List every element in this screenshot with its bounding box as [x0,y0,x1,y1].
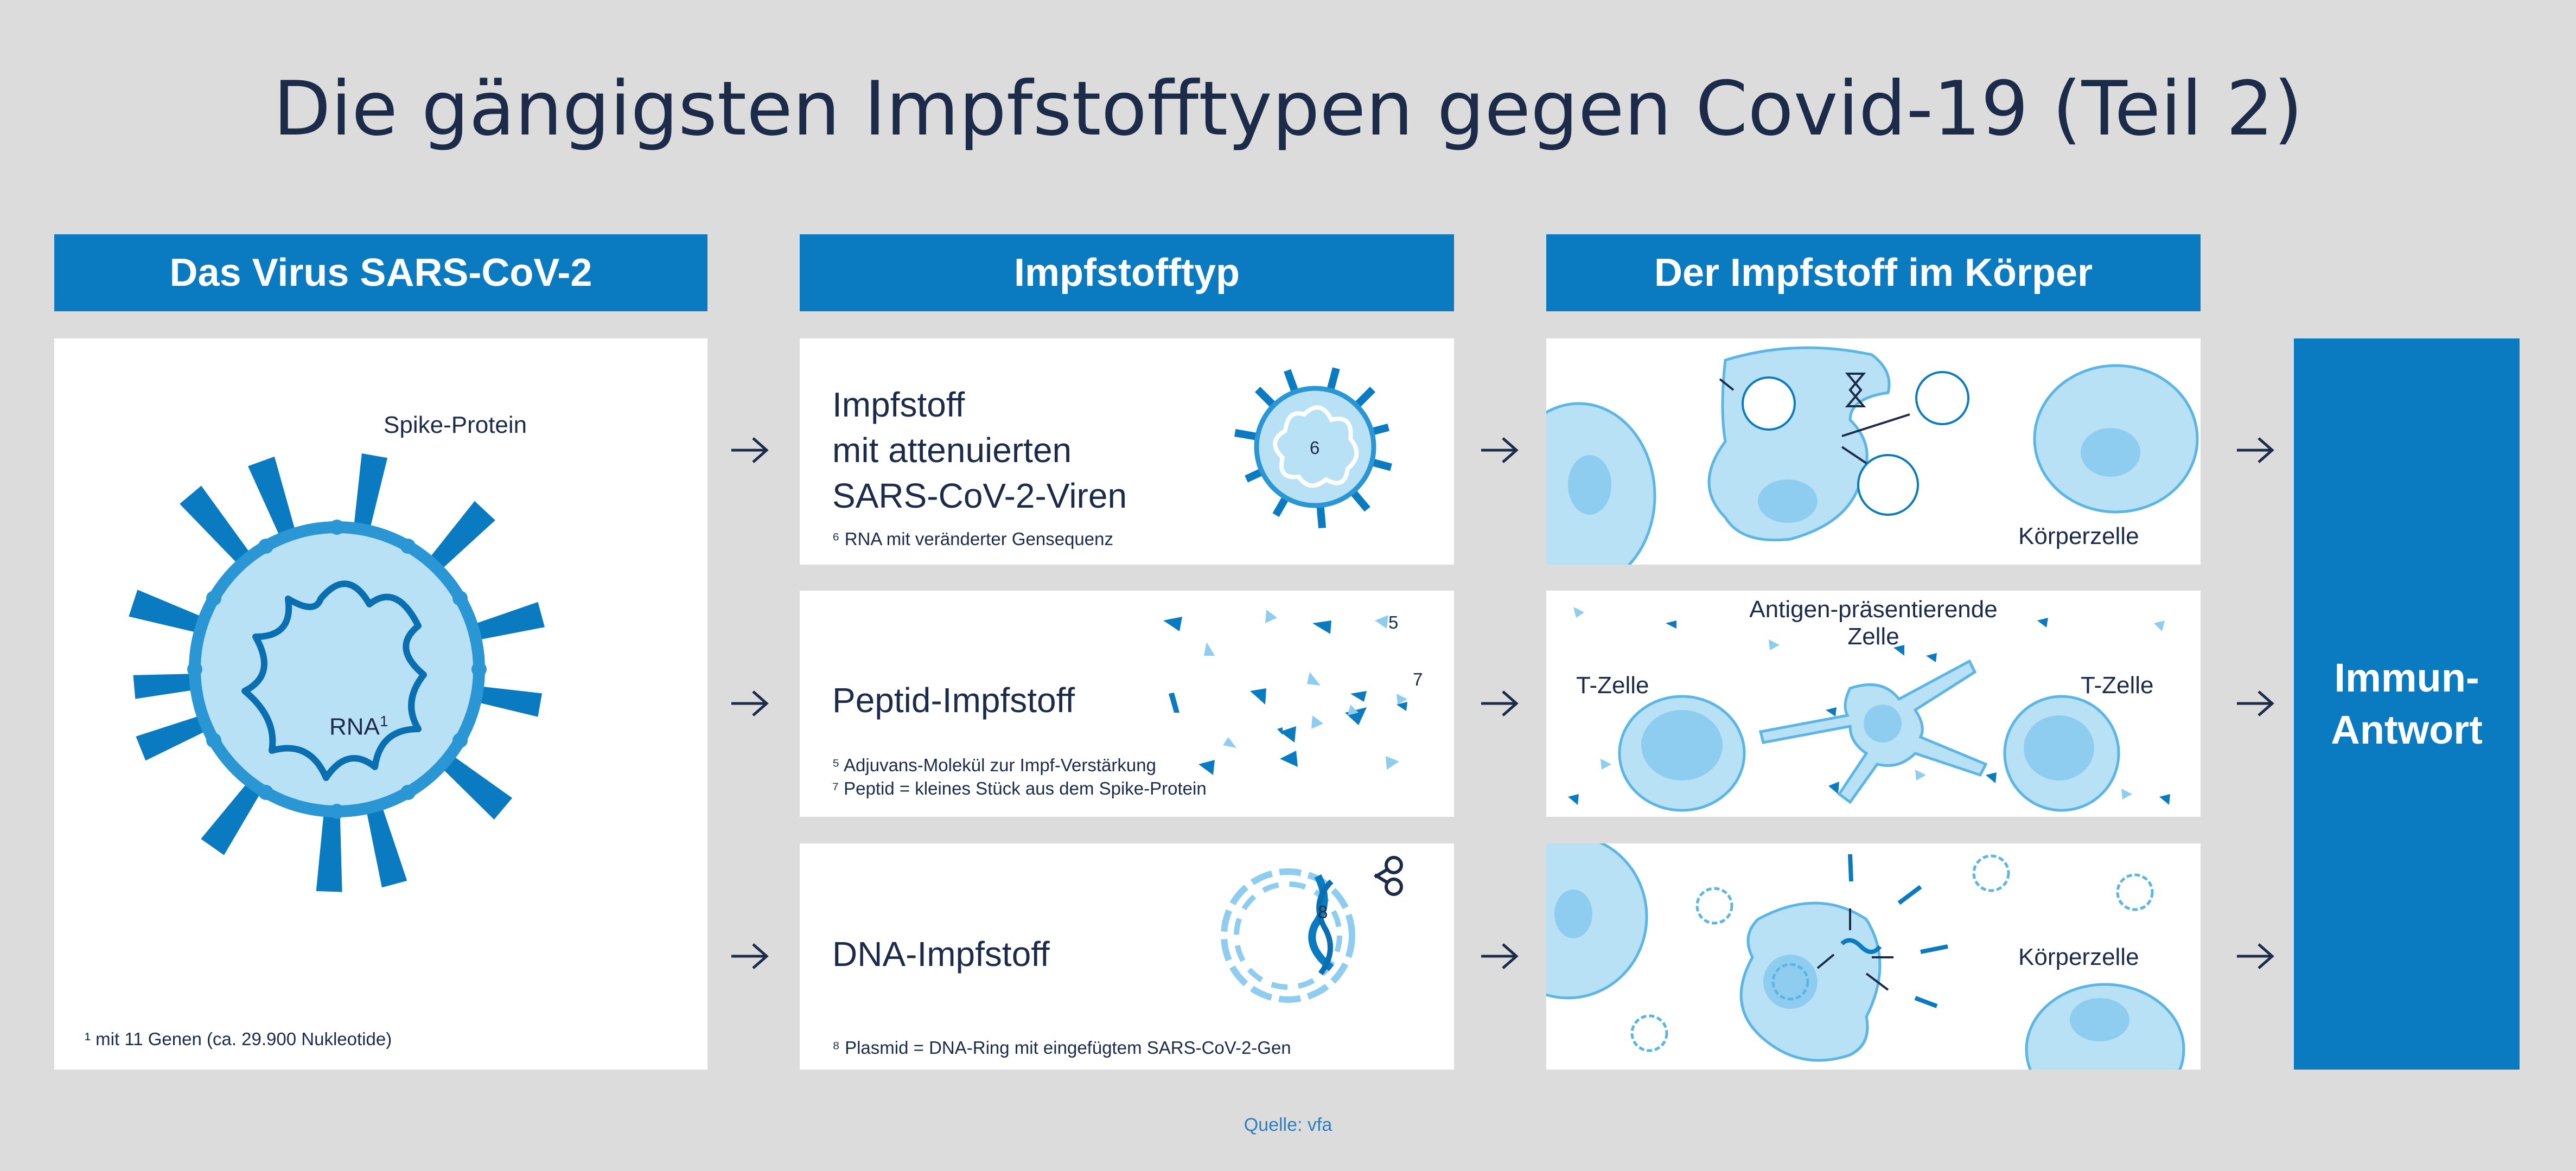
arrow-right-icon [731,690,769,716]
scissors-icon [1374,856,1403,896]
footnote-marker: 8 [1318,902,1328,922]
arrow-right-icon [1481,437,1519,463]
column-header-vaccine-in-body: Der Impfstoff im Körper [1546,234,2201,311]
antigen-presenting-cell-label: Antigen-präsentierende Zelle [1749,596,1998,650]
source-note: Quelle: vfa [1244,1115,1332,1135]
hourglass-icon [1845,373,1866,407]
vaccine-type-footnote: ⁵ Adjuvans-Molekül zur Impf-Verstärkung [832,755,1156,775]
rna-label: RNA1 [329,713,388,740]
body-panel-peptide: Antigen-präsentierende Zelle T-Zelle T-Z… [1546,591,2201,817]
body-cell-label: Körperzelle [2018,944,2139,970]
arrow-right-icon [1481,690,1519,716]
body-cell-label: Körperzelle [2018,523,2139,549]
virus-panel: Spike-Protein RNA1 ¹ mit 11 Genen (ca. 2… [54,338,707,1070]
sars-cov-2-virus-illustration [129,453,545,892]
peptide-fragments-icon [1163,610,1407,775]
t-cell-label-right: T-Zelle [2081,672,2154,699]
vaccine-type-name: Impfstoff mit attenuierten SARS-CoV-2-Vi… [832,385,1127,515]
vaccine-type-footnote: ⁸ Plasmid = DNA-Ring mit eingefügtem SAR… [832,1038,1291,1058]
vaccine-type-attenuated: Impfstoff mit attenuierten SARS-CoV-2-Vi… [800,338,1454,565]
footnote-marker: 6 [1310,438,1320,458]
arrow-right-icon [731,437,769,463]
vaccine-type-dna: DNA-Impfstoff 8 ⁸ Plasmid = DNA-Ring mit… [800,843,1454,1070]
immune-response-box: Immun- Antwort [2294,338,2520,1070]
t-cell-label-left: T-Zelle [1576,672,1649,699]
immune-response-line1: Immun- [2334,655,2479,700]
arrow-right-icon [2237,690,2274,716]
spike-protein-label: Spike-Protein [384,412,527,438]
arrow-right-icon [1481,943,1519,969]
body-panel-attenuated: Körperzelle [1546,338,2201,565]
body-panel-dna: Körperzelle [1546,843,2201,1070]
virus-footnote: ¹ mit 11 Genen (ca. 29.900 Nukleotide) [85,1029,392,1049]
arrow-right-icon [2237,943,2274,969]
column-header-virus: Das Virus SARS-CoV-2 [54,234,707,311]
plasmid-icon [1221,856,1403,1003]
attenuated-virus-icon [1234,367,1392,529]
vaccine-type-peptide: Peptid-Impfstoff 5 7 ⁵ Adjuvans-Molekül … [800,591,1454,817]
footnote-marker: 5 [1388,612,1399,632]
antigen-presenting-cell-illustration [1568,607,2170,812]
rna-strand [241,580,427,781]
arrow-right-icon [2237,437,2274,463]
vaccine-type-footnote: ⁷ Peptid = kleines Stück aus dem Spike-P… [832,778,1207,798]
page-title: Die gängigsten Impfstofftypen gegen Covi… [273,65,2303,152]
spike-proteins [129,453,545,892]
footnote-marker: 7 [1413,669,1423,689]
immune-response-line2: Antwort [2331,707,2483,752]
dna-vaccine-cell-illustration [1546,843,2185,1070]
infected-cell-illustration [1546,346,2199,565]
arrow-right-icon [731,943,769,969]
column-header-vaccine-type: Impfstofftyp [800,234,1454,311]
vaccine-type-name: DNA-Impfstoff [832,935,1050,974]
vaccine-type-name: Peptid-Impfstoff [832,681,1075,720]
vaccine-type-footnote: ⁶ RNA mit veränderter Gensequenz [832,529,1113,549]
